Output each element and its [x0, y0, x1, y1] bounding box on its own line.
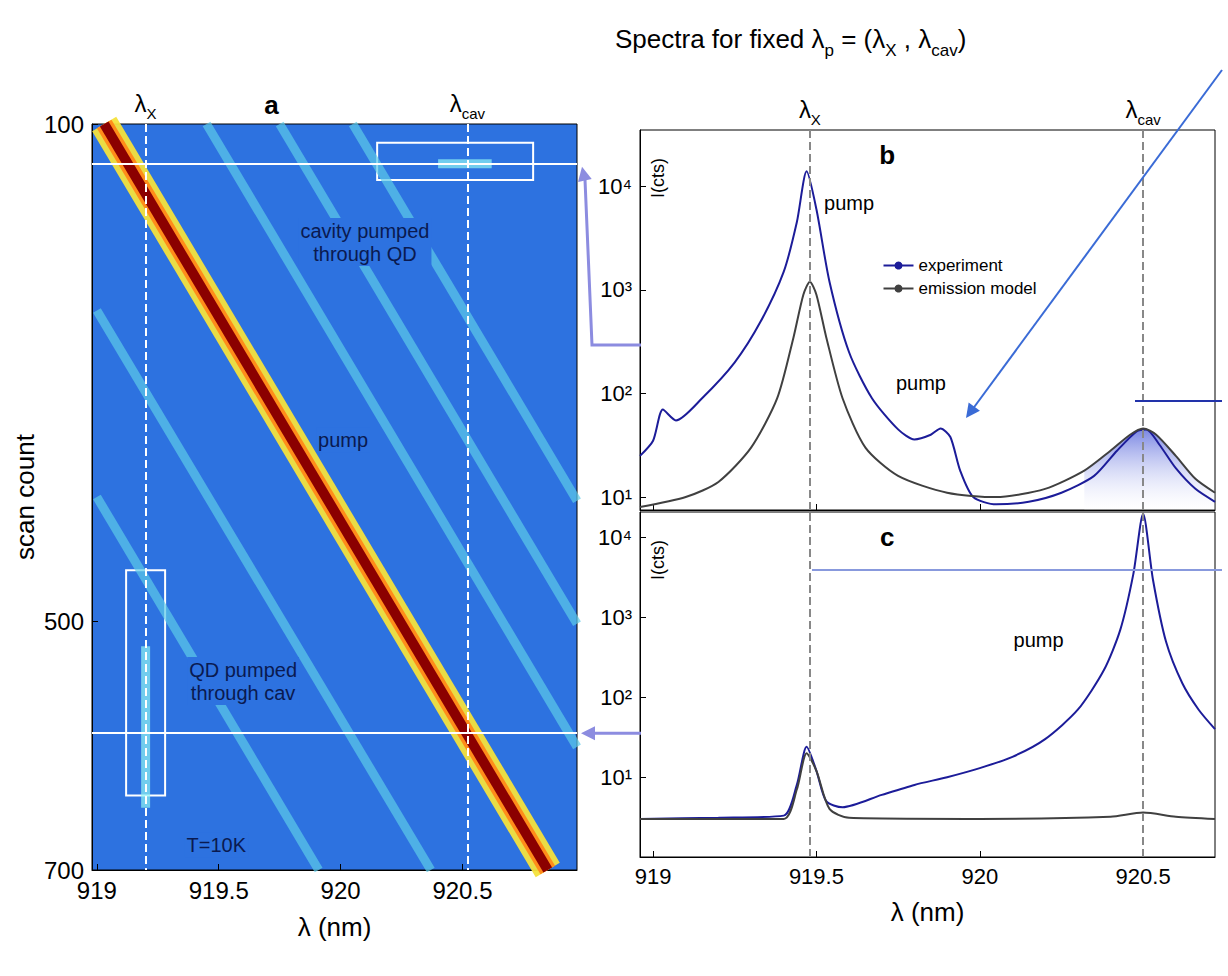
- svg-text:λ: λ: [450, 90, 462, 117]
- svg-text:λ (nm): λ (nm): [891, 897, 965, 927]
- svg-text:X: X: [811, 111, 821, 128]
- svg-text:emission model: emission model: [919, 279, 1037, 298]
- svg-text:10³: 10³: [600, 277, 632, 302]
- svg-text:experiment: experiment: [919, 256, 1003, 275]
- svg-text:λ: λ: [135, 90, 147, 117]
- svg-text:100: 100: [44, 111, 84, 138]
- svg-text:a: a: [264, 90, 279, 120]
- svg-text:T=10K: T=10K: [187, 834, 247, 856]
- svg-text:, λ: , λ: [897, 24, 932, 54]
- svg-text:919.5: 919.5: [789, 864, 844, 889]
- svg-text:cav: cav: [462, 105, 486, 122]
- svg-text:through cav: through cav: [191, 682, 296, 704]
- svg-text:b: b: [879, 140, 895, 170]
- svg-text:cav: cav: [1137, 111, 1161, 128]
- svg-text:919: 919: [77, 877, 117, 904]
- svg-text:cavity pumped: cavity pumped: [300, 220, 429, 242]
- svg-text:10²: 10²: [600, 381, 632, 406]
- svg-text:c: c: [880, 522, 894, 552]
- svg-text:10¹: 10¹: [600, 765, 632, 790]
- svg-text:I(cts): I(cts): [648, 158, 668, 198]
- svg-text:QD pumped: QD pumped: [189, 659, 297, 681]
- svg-text:through QD: through QD: [313, 243, 416, 265]
- svg-text:X: X: [147, 105, 157, 122]
- svg-text:920.5: 920.5: [432, 877, 492, 904]
- svg-text:λ (nm): λ (nm): [298, 912, 372, 942]
- svg-text:pump: pump: [824, 192, 874, 214]
- svg-text:λ: λ: [799, 96, 811, 123]
- svg-text:10⁴: 10⁴: [598, 525, 632, 550]
- svg-text:10⁴: 10⁴: [598, 174, 632, 199]
- svg-text:scan count: scan count: [10, 433, 40, 560]
- svg-text:500: 500: [44, 608, 84, 635]
- svg-text:919.5: 919.5: [189, 877, 249, 904]
- svg-text:= (λ: = (λ: [834, 24, 885, 54]
- svg-text:10¹: 10¹: [600, 485, 632, 510]
- svg-text:pump: pump: [896, 372, 946, 394]
- svg-text:X: X: [885, 41, 896, 60]
- svg-text:920.5: 920.5: [1116, 864, 1171, 889]
- svg-text:919: 919: [635, 864, 672, 889]
- svg-text:10³: 10³: [600, 605, 632, 630]
- svg-text:p: p: [825, 41, 834, 60]
- svg-text:I(cts): I(cts): [648, 540, 668, 580]
- svg-text:700: 700: [44, 856, 84, 884]
- svg-text:Spectra for fixed λ: Spectra for fixed λ: [615, 24, 825, 54]
- svg-text:cav: cav: [931, 41, 958, 60]
- svg-text:920: 920: [961, 864, 998, 889]
- svg-text:pump: pump: [1014, 629, 1064, 651]
- svg-text:λ: λ: [1125, 96, 1137, 123]
- svg-text:): ): [958, 24, 967, 54]
- svg-text:920: 920: [321, 877, 361, 904]
- svg-text:pump: pump: [318, 429, 368, 451]
- svg-text:10²: 10²: [600, 685, 632, 710]
